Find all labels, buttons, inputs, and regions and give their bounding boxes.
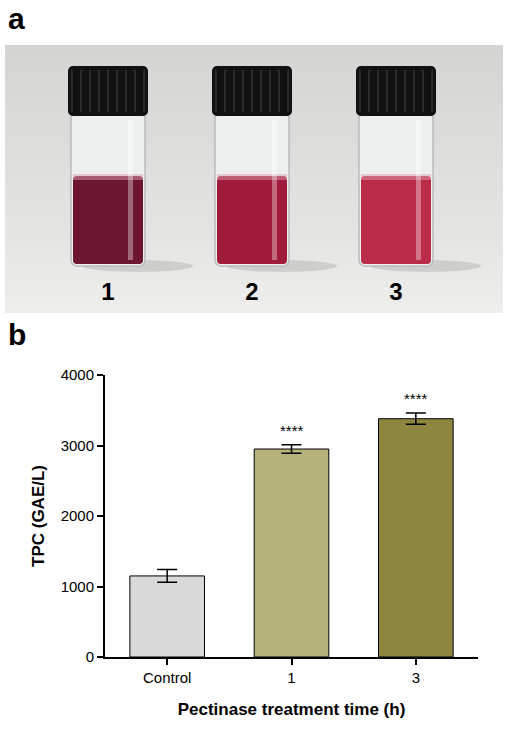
svg-text:****: **** (404, 390, 428, 407)
svg-text:0: 0 (86, 648, 94, 665)
svg-text:TPC (GAE/L): TPC (GAE/L) (29, 465, 48, 567)
svg-text:1: 1 (101, 278, 114, 305)
svg-text:****: **** (280, 422, 304, 439)
html-text:b: b (8, 318, 27, 351)
svg-text:3: 3 (389, 278, 402, 305)
svg-text:2000: 2000 (61, 507, 94, 524)
svg-text:1000: 1000 (61, 578, 94, 595)
svg-text:3000: 3000 (61, 437, 94, 454)
svg-text:Pectinase treatment time (h): Pectinase treatment time (h) (178, 700, 406, 719)
svg-text:Control: Control (143, 669, 191, 686)
svg-text:3: 3 (412, 669, 420, 686)
svg-text:4000: 4000 (61, 366, 94, 383)
svg-text:1: 1 (287, 669, 295, 686)
html-text:a: a (8, 2, 25, 35)
svg-text:2: 2 (245, 278, 258, 305)
